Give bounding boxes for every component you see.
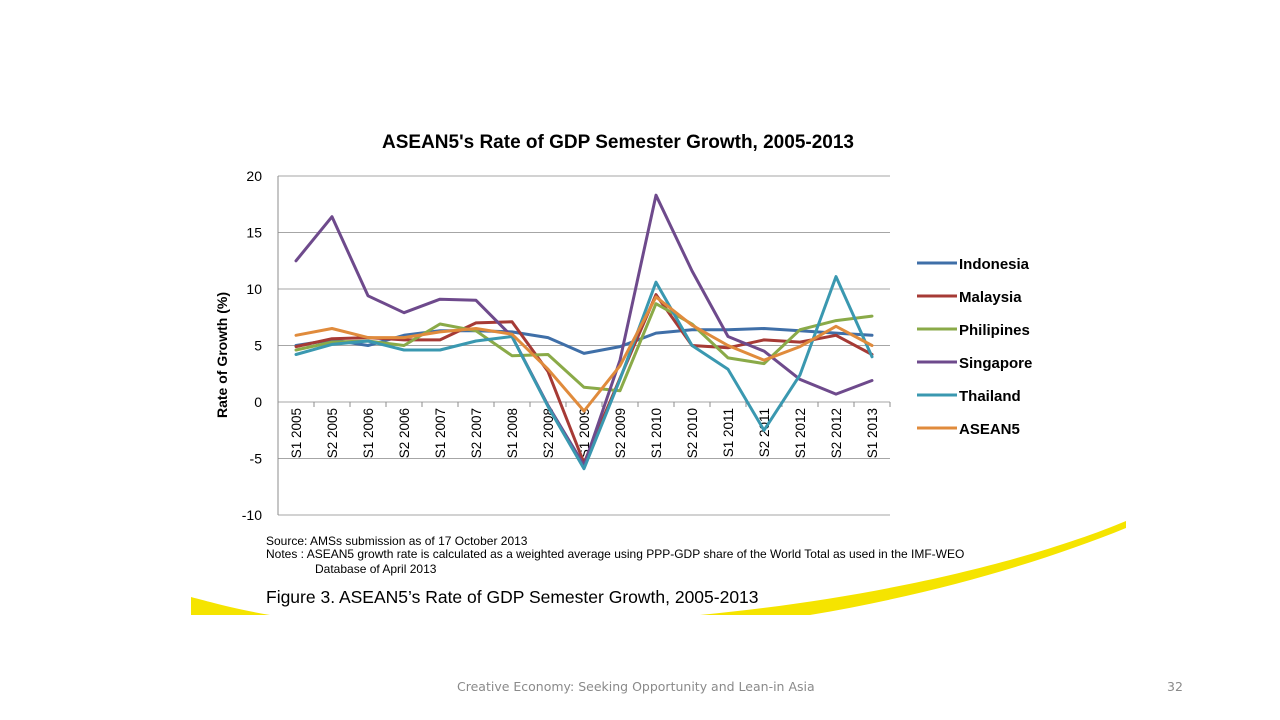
series-line-philipines xyxy=(294,302,874,393)
source-note: Source: AMSs submission as of 17 October… xyxy=(266,534,528,548)
x-tick-label: S2 2005 xyxy=(325,408,340,458)
x-tick-label: S2 2006 xyxy=(397,408,412,458)
x-tick-label: S1 2008 xyxy=(505,408,520,458)
line-chart: ASEAN5's Rate of GDP Semester Growth, 20… xyxy=(214,132,1032,607)
x-tick-label: S1 2013 xyxy=(865,408,880,458)
y-tick-label: 20 xyxy=(246,168,262,184)
x-tick-label: S2 2007 xyxy=(469,408,484,458)
x-tick-label: S1 2010 xyxy=(649,408,664,458)
y-tick-label: -10 xyxy=(242,507,262,523)
series-lines xyxy=(294,193,874,471)
chart-title: ASEAN5's Rate of GDP Semester Growth, 20… xyxy=(382,132,854,153)
x-tick-label: S1 2007 xyxy=(433,408,448,458)
legend-label: ASEAN5 xyxy=(959,421,1020,438)
figure-caption: Figure 3. ASEAN5’s Rate of GDP Semester … xyxy=(266,587,759,607)
x-tick-label: S1 2011 xyxy=(721,408,736,457)
x-tick-label: S1 2005 xyxy=(289,408,304,458)
legend-label: Indonesia xyxy=(959,256,1030,273)
legend: Indonesia Malaysia Philipines Singapore Thai… xyxy=(917,256,1032,438)
x-tick-label: S2 2009 xyxy=(613,408,628,458)
x-tick-label: S2 2010 xyxy=(685,408,700,458)
y-tick-label: -5 xyxy=(250,451,263,467)
y-tick-label: 10 xyxy=(246,281,262,297)
x-tick-label: S2 2008 xyxy=(541,408,556,458)
y-axis-label: Rate of Growth (%) xyxy=(214,292,230,418)
legend-label: Philipines xyxy=(959,322,1030,339)
yellow-swoosh-left xyxy=(191,597,270,615)
legend-label: Singapore xyxy=(959,355,1032,372)
notes-line-2: Database of April 2013 xyxy=(315,562,437,576)
notes-line-1: Notes : ASEAN5 growth rate is calculated… xyxy=(266,547,964,561)
x-tick-label: S2 2012 xyxy=(829,408,844,458)
y-tick-label: 0 xyxy=(254,394,262,410)
legend-label: Thailand xyxy=(959,388,1021,405)
y-tick-label: 5 xyxy=(254,338,262,354)
x-tick-labels: S1 2005 S2 2005 S1 2006 S2 2006 S1 2007 S2 20… xyxy=(289,408,880,458)
yellow-swoosh-right xyxy=(700,521,1126,615)
y-tick-labels: -10 -5 0 5 10 15 20 xyxy=(242,168,262,523)
series-line-thailand xyxy=(294,275,874,471)
footer-title: Creative Economy: Seeking Opportunity an… xyxy=(457,679,815,694)
y-tick-label: 15 xyxy=(246,225,262,241)
x-tick-label: S2 2011 xyxy=(757,408,772,457)
x-tick-label: S1 2009 xyxy=(577,408,592,458)
x-tick-label: S1 2006 xyxy=(361,408,376,458)
series-line-asean5 xyxy=(294,295,874,413)
x-tick-label: S1 2012 xyxy=(793,408,808,458)
legend-label: Malaysia xyxy=(959,289,1022,306)
page-number: 32 xyxy=(1167,679,1183,694)
